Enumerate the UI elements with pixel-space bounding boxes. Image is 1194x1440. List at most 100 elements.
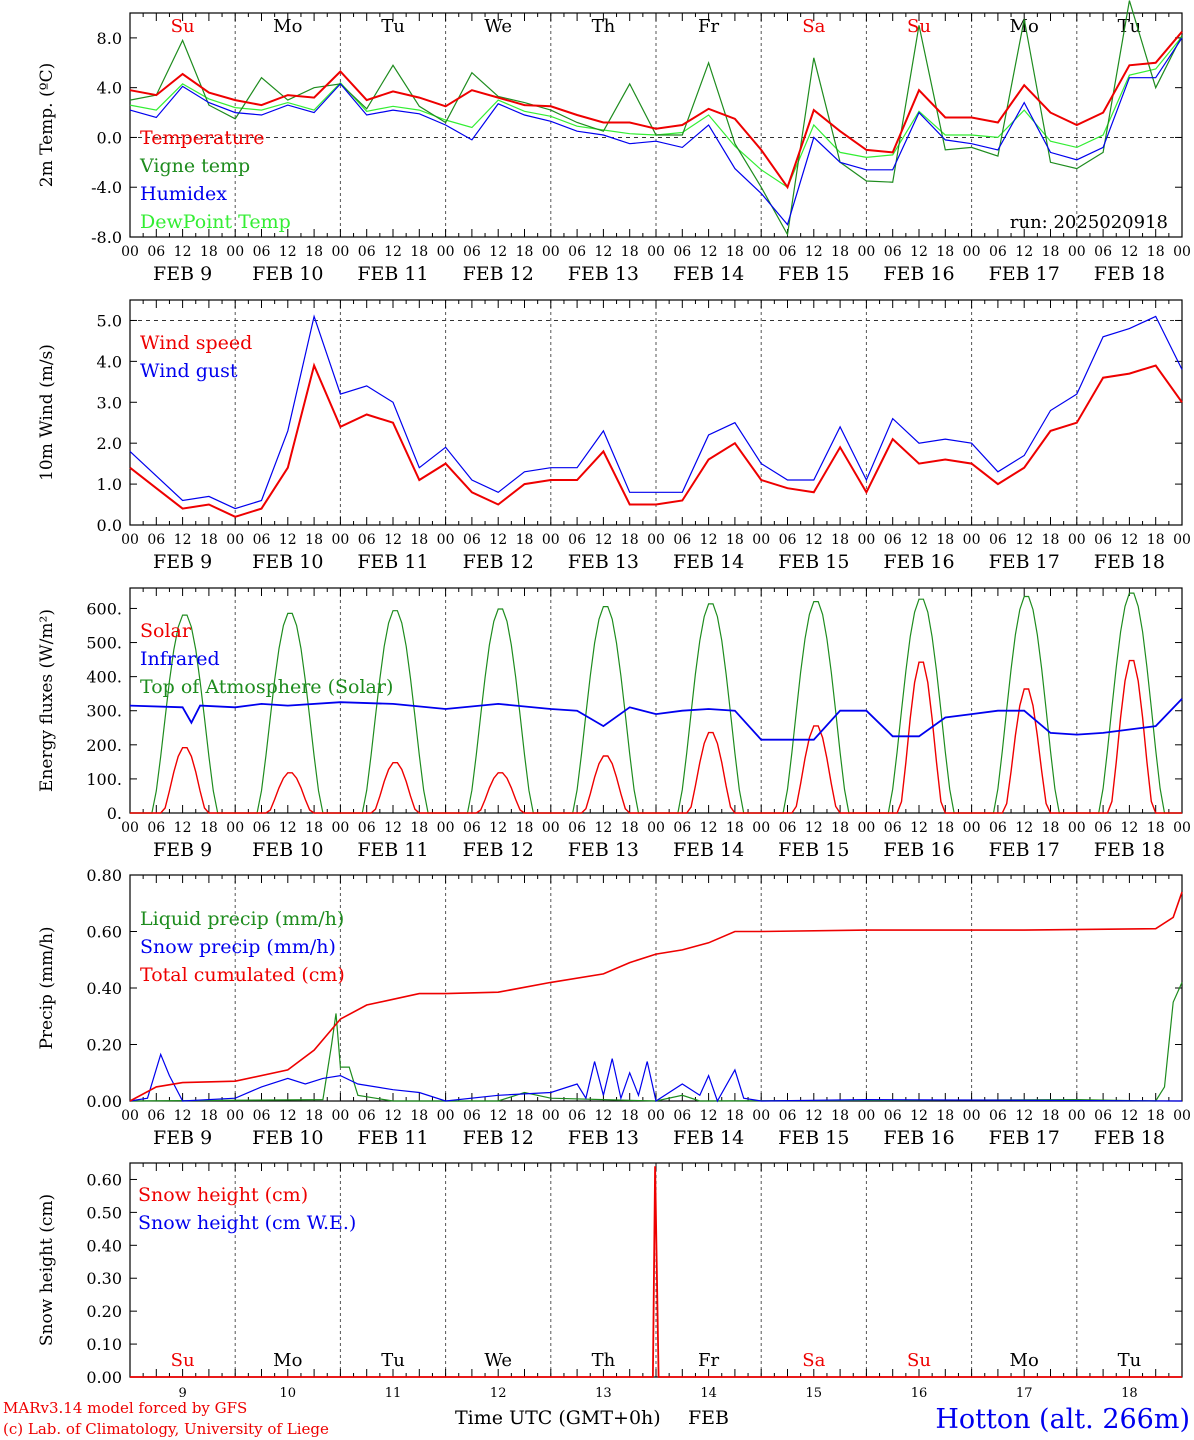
x-hour-label: 12 — [1120, 244, 1138, 260]
x-day-label: FEB 13 — [568, 839, 639, 861]
x-hour-label: 00 — [647, 244, 665, 260]
x-hour-label: 12 — [805, 244, 823, 260]
x-hour-label: 18 — [831, 532, 849, 548]
series-lines — [130, 1166, 1182, 1378]
weekday-label: Th — [592, 1350, 616, 1371]
weekday-label: We — [484, 16, 512, 37]
x-hour-label: 12 — [594, 532, 612, 548]
legend-entry: Temperature — [140, 127, 264, 149]
y-tick-label: 5.0 — [97, 311, 122, 330]
x-day-label: FEB 10 — [252, 1127, 323, 1149]
x-hour-label: 06 — [1094, 532, 1112, 548]
y-axis-label: Precip (mm/h) — [37, 926, 57, 1049]
y-tick-label: 0.50 — [86, 1203, 122, 1222]
x-hour-label: 18 — [1042, 244, 1060, 260]
x-day-label: FEB 18 — [1094, 551, 1165, 573]
x-day-label: FEB 14 — [673, 839, 744, 861]
x-hour-label: 00 — [542, 532, 560, 548]
x-hour-label: 06 — [779, 244, 797, 260]
x-hour-label: 12 — [489, 1108, 507, 1124]
x-day-label: FEB 9 — [153, 1127, 212, 1149]
x-hour-label: 06 — [673, 1108, 691, 1124]
x-hour-label: 06 — [253, 1108, 271, 1124]
series-wind-gust — [129, 314, 1183, 510]
x-day-label: FEB 11 — [357, 1127, 428, 1149]
series-wind-speed — [129, 362, 1183, 518]
x-hour-label: 18 — [1147, 244, 1165, 260]
x-hour-label: 18 — [200, 244, 218, 260]
x-hour-label: 12 — [700, 532, 718, 548]
series-snow-precip — [129, 1052, 1183, 1103]
x-hour-label: 12 — [174, 244, 192, 260]
x-day-label: FEB 17 — [989, 1127, 1060, 1149]
x-day-number: 11 — [385, 1386, 402, 1401]
x-hour-label: 06 — [673, 532, 691, 548]
x-day-label: FEB 18 — [1094, 1127, 1165, 1149]
x-hour-label: 06 — [358, 1108, 376, 1124]
x-hour-label: 00 — [1068, 820, 1086, 836]
x-hour-label: 12 — [384, 532, 402, 548]
footer: MARv3.14 model forced by GFS (c) Lab. of… — [3, 1399, 1190, 1438]
series-snow-height — [130, 1166, 1182, 1378]
x-day-label: FEB 15 — [778, 1127, 849, 1149]
x-hour-label: 06 — [253, 532, 271, 548]
y-tick-label: 0.0 — [97, 516, 122, 535]
x-hour-label: 06 — [1094, 820, 1112, 836]
x-day-number: 13 — [595, 1386, 612, 1401]
x-hour-label: 18 — [936, 820, 954, 836]
x-hour-label: 12 — [489, 244, 507, 260]
x-hour-label: 00 — [1173, 820, 1191, 836]
legend-entry: Wind speed — [140, 332, 252, 354]
x-day-label: FEB 14 — [673, 551, 744, 573]
x-hour-label: 18 — [621, 820, 639, 836]
y-tick-label: 0.60 — [86, 923, 122, 942]
x-day-label: FEB 16 — [883, 263, 954, 285]
x-hour-label: 18 — [1147, 820, 1165, 836]
panel-energy: 0. 100. 200. 300. 400. 500. 600. Energy fluxes … — [37, 587, 1191, 861]
footer-credit-model: MARv3.14 model forced by GFS — [3, 1399, 247, 1417]
x-hour-label: 12 — [279, 820, 297, 836]
x-day-label: FEB 9 — [153, 551, 212, 573]
x-hour-label: 18 — [1147, 1108, 1165, 1124]
x-hour-label: 00 — [226, 244, 244, 260]
x-hour-label: 06 — [253, 820, 271, 836]
y-axis-label: Snow height (cm) — [37, 1194, 57, 1346]
y-tick-label: -8.0 — [91, 228, 122, 247]
x-hour-label: 12 — [1015, 820, 1033, 836]
footer-credit-lab: (c) Lab. of Climatology, University of L… — [3, 1420, 329, 1438]
x-hour-label: 18 — [621, 532, 639, 548]
weekday-label: Su — [171, 1350, 195, 1371]
legend-entry: Wind gust — [140, 360, 238, 382]
x-hour-label: 06 — [1094, 244, 1112, 260]
x-hour-label: 12 — [174, 532, 192, 548]
run-label: run: 2025020918 — [1010, 212, 1168, 233]
x-hour-label: 18 — [410, 820, 428, 836]
panel-wind: 0.0 1.0 2.0 3.0 4.0 5.0 10m Wind (m/s) 00 06 12 18… — [37, 299, 1191, 573]
x-hour-label: 00 — [437, 820, 455, 836]
x-day-label: FEB 14 — [673, 263, 744, 285]
x-hour-label: 00 — [647, 1108, 665, 1124]
x-hour-label: 18 — [516, 244, 534, 260]
x-hour-label: 18 — [410, 244, 428, 260]
x-hour-label: 00 — [963, 820, 981, 836]
x-hour-label: 06 — [147, 244, 165, 260]
plot-frame — [129, 299, 1183, 526]
weekday-label: Fr — [698, 16, 719, 37]
y-tick-label: 0.00 — [86, 1092, 122, 1111]
x-hour-label: 06 — [989, 820, 1007, 836]
y-tick-label: 4.0 — [97, 352, 122, 371]
x-day-label: FEB 12 — [463, 839, 534, 861]
y-tick-label: 1.0 — [97, 475, 122, 494]
series-lines — [129, 314, 1183, 518]
weekday-label: Th — [592, 16, 616, 37]
x-hour-label: 00 — [121, 244, 139, 260]
x-hour-label: 00 — [857, 820, 875, 836]
x-hour-label: 06 — [884, 532, 902, 548]
weekday-label: Sa — [802, 16, 825, 37]
series-lines — [129, 891, 1183, 1103]
x-hour-label: 12 — [1120, 1108, 1138, 1124]
y-tick-label: 0.00 — [86, 1368, 122, 1387]
x-hour-label: 00 — [857, 244, 875, 260]
x-hour-label: 18 — [726, 532, 744, 548]
x-hour-label: 00 — [437, 244, 455, 260]
